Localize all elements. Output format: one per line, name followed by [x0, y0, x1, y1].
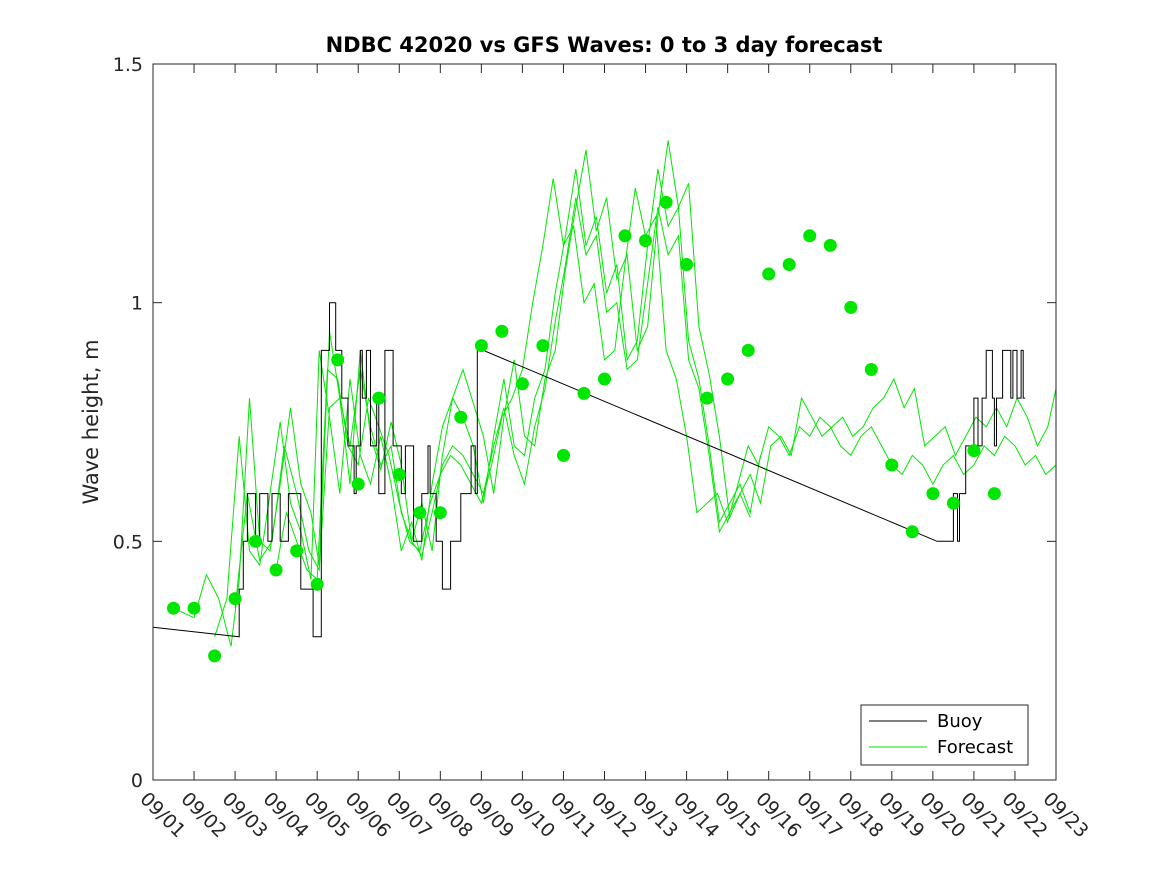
forecast-point	[454, 410, 468, 424]
forecast-point	[639, 234, 652, 248]
legend: Buoy Forecast	[860, 704, 1029, 766]
forecast-point	[864, 363, 878, 376]
forecast-point	[331, 353, 345, 367]
y-tick-label: 0	[131, 770, 143, 792]
y-tick-label: 1	[131, 293, 143, 315]
forecast-point	[187, 601, 201, 615]
forecast-point	[392, 468, 406, 481]
plot-area	[152, 63, 1057, 781]
y-tick-label: 1.5	[113, 54, 143, 76]
y-tick-label: 0.5	[113, 531, 143, 553]
forecast-point	[208, 649, 222, 663]
forecast-line-1	[173, 140, 1057, 647]
forecast-point	[741, 343, 755, 357]
forecast-point	[782, 258, 796, 271]
forecast-line-3	[275, 178, 1057, 581]
forecast-point	[269, 563, 283, 577]
forecast-point	[905, 525, 919, 539]
forecast-point	[372, 391, 386, 405]
forecast-point	[680, 258, 694, 271]
forecast-point	[823, 238, 837, 252]
forecast-point	[474, 339, 488, 353]
chart-title: NDBC 42020 vs GFS Waves: 0 to 3 day fore…	[326, 33, 883, 57]
forecast-point	[290, 544, 304, 558]
forecast-point	[167, 601, 180, 615]
forecast-point	[557, 448, 570, 462]
forecast-point	[885, 458, 899, 472]
forecast-point	[310, 577, 324, 591]
forecast-point	[618, 229, 632, 243]
forecast-point	[967, 444, 981, 458]
y-axis-label: Wave height, m	[79, 339, 103, 504]
forecast-point	[515, 377, 529, 391]
forecast-line-4	[234, 197, 751, 609]
forecast-point	[228, 592, 242, 606]
forecast-point	[700, 391, 714, 405]
forecast-point	[659, 195, 673, 209]
forecast-point	[249, 534, 263, 548]
forecast-point	[536, 339, 550, 353]
forecast-point	[844, 300, 858, 314]
forecast-point	[433, 506, 447, 520]
forecast-point	[946, 496, 960, 510]
forecast-point	[495, 324, 509, 338]
forecast-point	[762, 267, 776, 281]
forecast-point	[351, 477, 365, 491]
series-layer	[152, 140, 1057, 663]
forecast-point	[926, 487, 940, 501]
forecast-point	[577, 386, 591, 400]
forecast-point	[803, 229, 817, 243]
forecast-point	[721, 372, 735, 386]
legend-forecast-label: Forecast	[937, 737, 1013, 758]
forecast-point	[413, 506, 427, 520]
legend-box	[860, 704, 1029, 766]
legend-buoy-label: Buoy	[937, 711, 983, 732]
buoy-line	[152, 302, 1026, 638]
axes-frame	[152, 63, 1057, 781]
forecast-point	[598, 372, 611, 386]
forecast-point	[987, 487, 1001, 501]
